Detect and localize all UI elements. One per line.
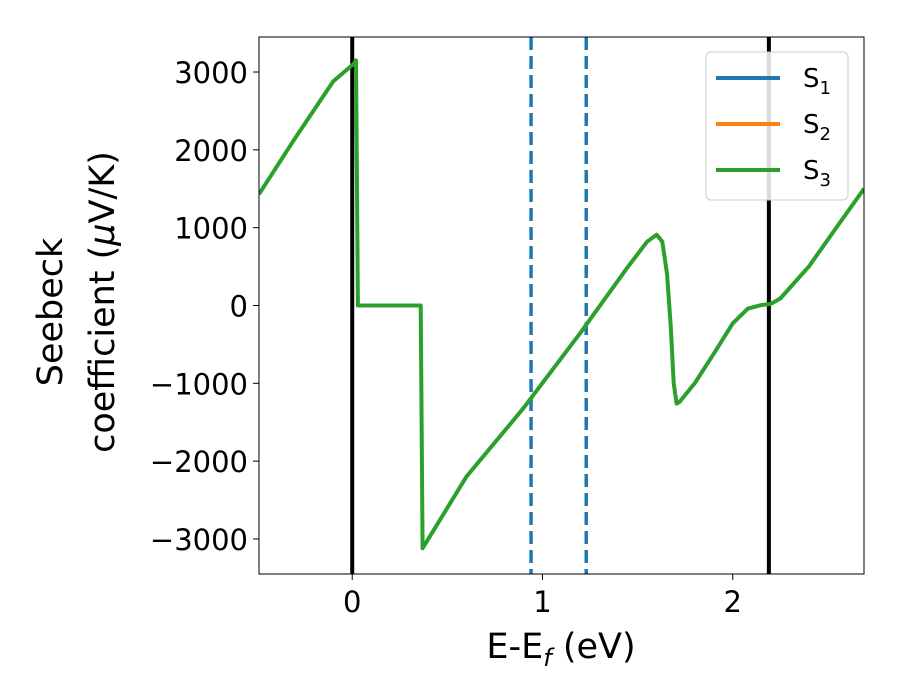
series-lines: [259, 58, 864, 551]
y-tick-label: 1000: [174, 212, 248, 246]
y-tick-label: −1000: [150, 367, 248, 401]
x-tick-label: 0: [343, 585, 361, 619]
y-tick-label: −3000: [150, 523, 248, 557]
y-axis-label-mu: μ: [83, 223, 123, 246]
y-axis-label: Seebeck coefficient (μV/K): [31, 151, 123, 453]
y-axis-label-line1: Seebeck: [31, 237, 71, 386]
y-tick-label: 3000: [174, 56, 248, 90]
y-tick-label: 2000: [174, 134, 248, 168]
x-tick-label: 1: [533, 585, 551, 619]
y-axis-ticks: 3000 2000 1000 0 −1000 −2000 −3000: [150, 56, 259, 557]
x-axis-ticks: 0 1 2: [343, 574, 742, 619]
y-axis-label-line2: coefficient (μV/K): [83, 151, 123, 453]
legend-label-2: S2: [803, 110, 831, 145]
x-tick-label: 2: [723, 585, 741, 619]
legend-label-3: S3: [803, 156, 831, 191]
legend: S1 S2 S3: [705, 51, 849, 201]
y-tick-label: −2000: [150, 445, 248, 479]
legend-label-1: S1: [803, 64, 831, 99]
y-tick-label: 0: [230, 290, 248, 324]
series-line-3: [259, 58, 864, 551]
x-axis-label: E-Ef (eV): [486, 627, 635, 672]
